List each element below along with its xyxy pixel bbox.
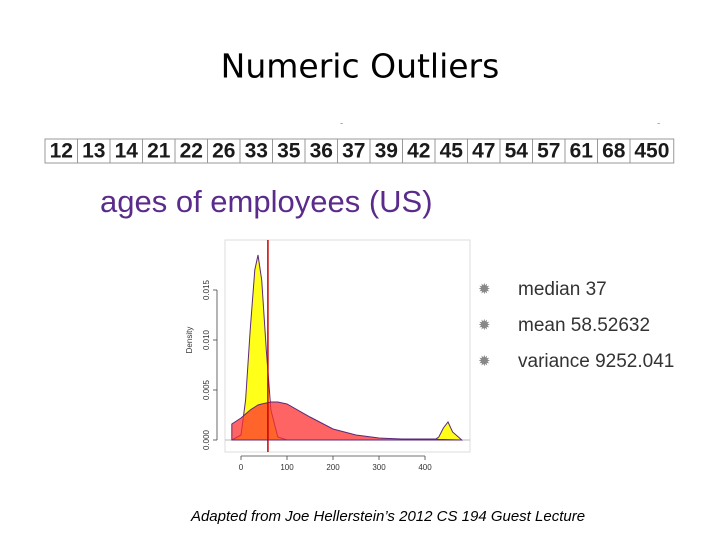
- bullet-list: ✹ median 37 ✹ mean 58.52632 ✹ variance 9252.0…: [478, 279, 674, 372]
- cell-value: 57: [537, 140, 560, 163]
- cell: [77, 138, 111, 164]
- cell: [434, 138, 468, 164]
- x-tick-label: 100: [280, 463, 294, 472]
- y-axis-label: Density: [185, 327, 194, 354]
- cell: [532, 138, 566, 164]
- y-tick-label: 0.010: [202, 329, 211, 350]
- caption: Adapted from Joe Hellerstein’s 2012 CS 1…: [190, 508, 585, 525]
- cell-value: 45: [440, 140, 464, 163]
- cell: [629, 138, 675, 164]
- cell-value: 37: [342, 140, 365, 163]
- cell-value: 22: [180, 140, 203, 163]
- cell-value: 47: [472, 140, 495, 163]
- y-tick-label: 0.015: [202, 279, 211, 300]
- cell-value: 36: [310, 140, 333, 163]
- cell: [467, 138, 501, 164]
- bullet-icon: ✹: [478, 281, 491, 298]
- x-tick-label: 300: [372, 463, 386, 472]
- cell-value: 42: [407, 140, 430, 163]
- bullet-icon: ✹: [478, 353, 491, 370]
- bullet-text: mean 58.52632: [518, 315, 650, 336]
- plot-frame: [224, 239, 471, 453]
- cell-value: 21: [147, 140, 171, 163]
- cell-value: 13: [82, 140, 105, 163]
- decoration: -: [657, 119, 660, 130]
- cell-value: 61: [570, 140, 594, 163]
- cell: [239, 138, 273, 164]
- y-tick-label: 0.005: [202, 379, 211, 400]
- cell: [304, 138, 338, 164]
- slide-title: Numeric Outliers: [221, 47, 500, 86]
- cell-value: 68: [602, 140, 626, 163]
- bullet-icon: ✹: [478, 317, 491, 334]
- number-row: 12 13 14 21 22 26 33 35 36 37 39 42 45 47 54 57 61 68 450: [44, 138, 675, 164]
- cell-value: 35: [277, 140, 301, 163]
- cell: [109, 138, 143, 164]
- cell-value: 54: [505, 140, 529, 163]
- cell-value: 33: [245, 140, 268, 163]
- cell-value: 14: [115, 140, 139, 163]
- cell-value: 12: [50, 140, 73, 163]
- y-tick-label: 0.000: [202, 429, 211, 450]
- cell-value: 26: [212, 140, 235, 163]
- bullet-text: median 37: [518, 279, 607, 300]
- cell: [337, 138, 371, 164]
- cell: [564, 138, 598, 164]
- cell: [272, 138, 306, 164]
- cell-value: 450: [634, 140, 669, 163]
- density-area: [231, 401, 462, 441]
- cell: [44, 138, 78, 164]
- cell: [207, 138, 241, 164]
- heading: ages of employees (US): [100, 184, 433, 219]
- density-plot: 0 100 200 300 400 0.000 0.005 0.010 0.015 Density: [185, 240, 470, 472]
- x-tick-label: 200: [326, 463, 340, 472]
- cell: [174, 138, 208, 164]
- cell-value: 39: [375, 140, 398, 163]
- decoration: -: [340, 119, 343, 130]
- cell: [402, 138, 436, 164]
- x-tick-label: 0: [239, 463, 244, 472]
- x-tick-label: 400: [418, 463, 432, 472]
- bullet-text: variance 9252.041: [518, 351, 674, 372]
